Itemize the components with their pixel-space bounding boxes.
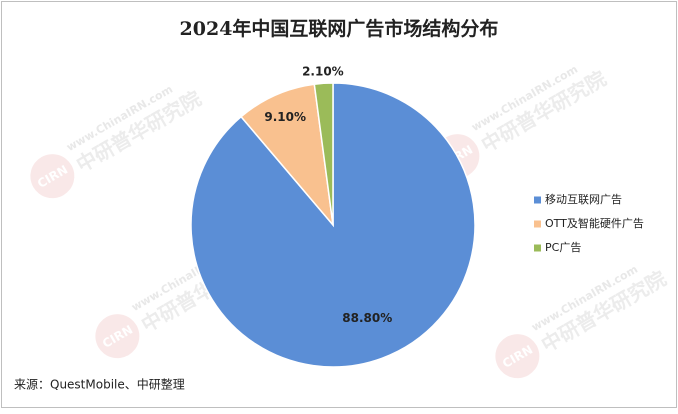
watermark-logo-circle	[495, 334, 540, 379]
legend-label: OTT及智能硬件广告	[545, 216, 644, 230]
watermark-logo-circle	[30, 154, 75, 199]
data-label: 2.10%	[302, 64, 344, 78]
watermark-logo-circle	[95, 314, 140, 359]
legend-swatch	[534, 244, 541, 252]
legend-swatch	[534, 220, 541, 228]
source-note: 来源：QuestMobile、中研整理	[14, 377, 185, 392]
data-label: 9.10%	[264, 110, 306, 124]
chart-title: 2024年中国互联网广告市场结构分布	[180, 17, 499, 40]
legend-swatch	[534, 196, 541, 204]
legend-label: PC广告	[545, 241, 581, 254]
pie-slice	[313, 82, 334, 226]
legend-label: 移动互联网广告	[545, 193, 622, 206]
pie: 88.80% 移动互联网广告 9.10% OTT及智能硬件广告 2.10% PC广告	[190, 64, 644, 368]
data-label: 88.80%	[342, 311, 392, 325]
pie-slice	[240, 83, 335, 228]
